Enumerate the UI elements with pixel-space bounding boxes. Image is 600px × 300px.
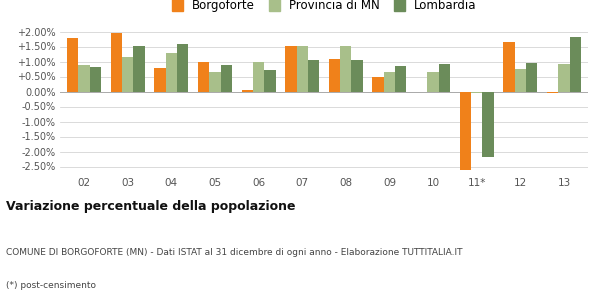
Text: Variazione percentuale della popolazione: Variazione percentuale della popolazione: [6, 200, 296, 213]
Bar: [308, 60, 319, 92]
Bar: [67, 38, 79, 92]
Bar: [352, 60, 363, 92]
Text: COMUNE DI BORGOFORTE (MN) - Dati ISTAT al 31 dicembre di ogni anno - Elaborazion: COMUNE DI BORGOFORTE (MN) - Dati ISTAT a…: [6, 248, 463, 257]
Bar: [471, 92, 482, 93]
Bar: [439, 64, 450, 92]
Legend: Borgoforte, Provincia di MN, Lombardia: Borgoforte, Provincia di MN, Lombardia: [169, 0, 479, 15]
Bar: [154, 68, 166, 92]
Bar: [89, 67, 101, 92]
Bar: [209, 72, 221, 92]
Bar: [110, 33, 122, 92]
Bar: [264, 70, 275, 92]
Bar: [296, 46, 308, 92]
Bar: [253, 62, 264, 92]
Bar: [373, 76, 384, 92]
Bar: [427, 72, 439, 92]
Bar: [242, 90, 253, 92]
Bar: [166, 52, 177, 92]
Bar: [515, 69, 526, 92]
Bar: [526, 63, 538, 92]
Text: (*) post-censimento: (*) post-censimento: [6, 281, 96, 290]
Bar: [460, 92, 471, 170]
Bar: [384, 72, 395, 92]
Bar: [285, 46, 296, 92]
Bar: [340, 46, 352, 92]
Bar: [569, 37, 581, 92]
Bar: [198, 62, 209, 92]
Bar: [395, 66, 406, 92]
Bar: [122, 57, 133, 92]
Bar: [559, 64, 569, 92]
Bar: [221, 65, 232, 92]
Bar: [79, 64, 89, 92]
Bar: [482, 92, 494, 157]
Bar: [133, 46, 145, 92]
Bar: [329, 58, 340, 92]
Bar: [177, 44, 188, 92]
Bar: [547, 92, 559, 93]
Bar: [503, 42, 515, 92]
